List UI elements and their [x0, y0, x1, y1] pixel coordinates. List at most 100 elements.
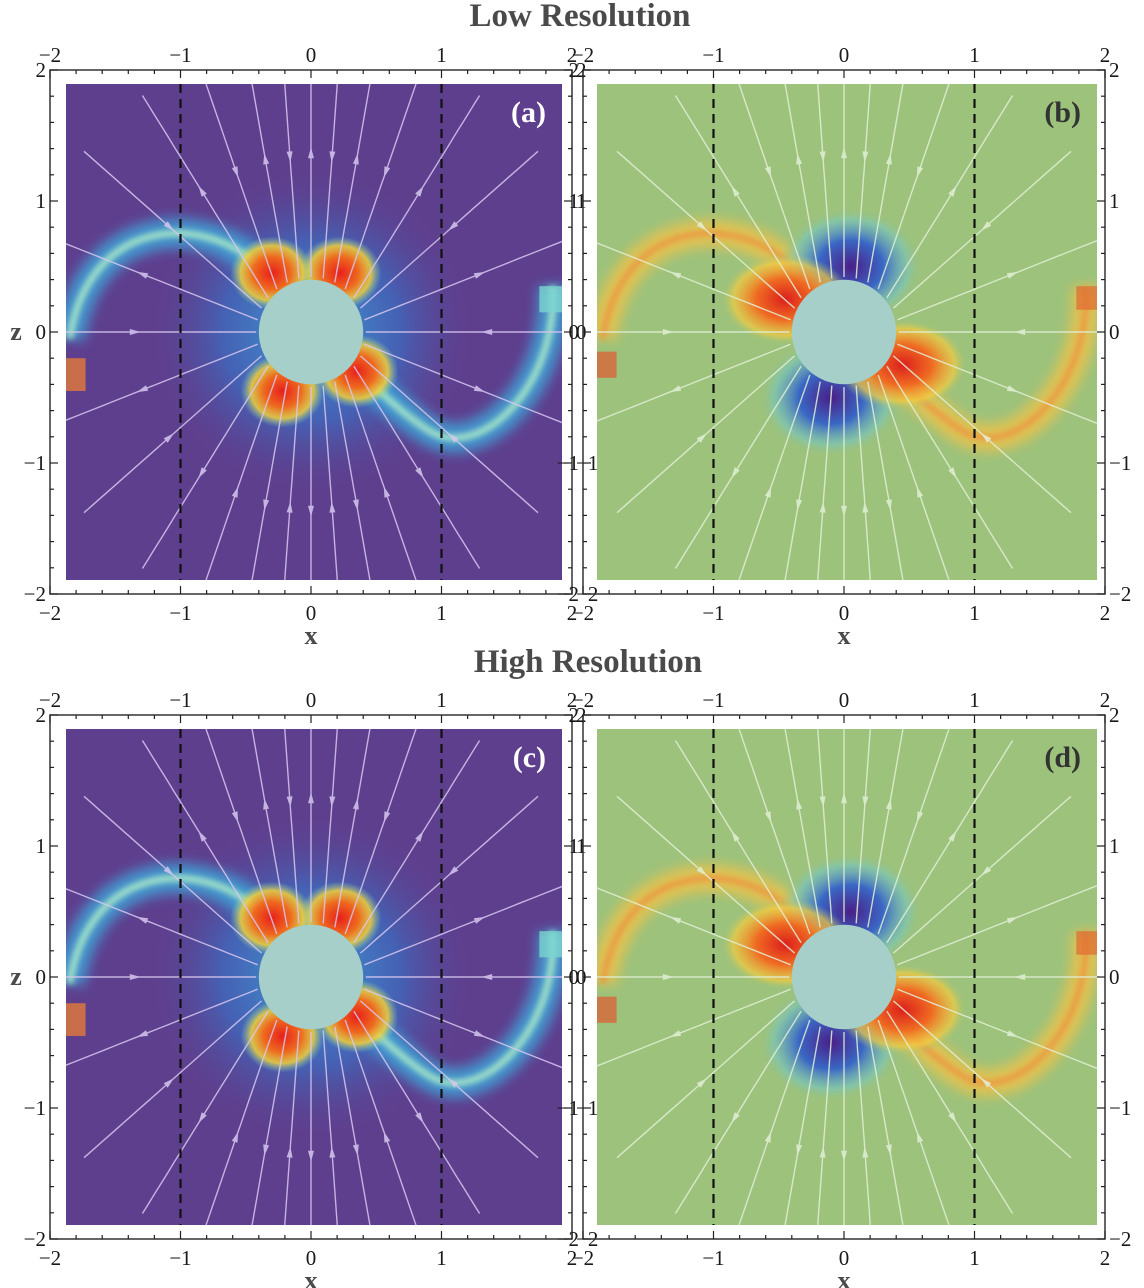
streamline-arrow	[329, 796, 336, 808]
streamlines	[597, 729, 1097, 1225]
y-tick-label: 1	[569, 189, 580, 213]
x-tick-label: −2	[572, 1246, 594, 1270]
streamline-arrow	[948, 1112, 957, 1124]
streamline-arrow	[286, 1146, 293, 1158]
streamline-arrow	[916, 811, 924, 823]
streamline-arrow	[841, 792, 847, 804]
streamline-arrow	[231, 166, 239, 178]
y-tick-label-right: 2	[1109, 703, 1120, 727]
streamline-arrow	[383, 166, 391, 178]
x-tick-label-top: −2	[39, 43, 61, 67]
x-tick-label-top: −2	[572, 688, 594, 712]
streamline-arrow	[263, 499, 270, 511]
streamline	[364, 343, 562, 424]
streamline-arrow	[1006, 271, 1019, 279]
streamline-arrow	[948, 467, 957, 479]
streamline-arrow	[819, 151, 826, 163]
streamline-arrow	[473, 1030, 486, 1038]
y-tick-label-right: −2	[1109, 1227, 1131, 1251]
streamline	[674, 1010, 802, 1214]
x-tick-label: 1	[436, 601, 447, 625]
y-tick-label-right: 2	[576, 58, 587, 82]
edge-feature	[1076, 286, 1097, 310]
streamline-arrow	[231, 811, 239, 823]
streamline	[251, 381, 288, 580]
panel-c-plot	[66, 729, 562, 1225]
streamline-arrow	[916, 1131, 924, 1143]
streamline-arrow	[448, 433, 459, 443]
y-axis-label: z	[10, 317, 22, 346]
streamline-arrow	[696, 433, 707, 443]
row-title-low: Low Resolution	[470, 0, 691, 34]
x-tick-label: −2	[39, 1246, 61, 1270]
streamline-arrow	[731, 830, 740, 842]
streamline-arrow	[796, 153, 803, 165]
streamline-arrow	[819, 1146, 826, 1158]
streamline-arrow	[981, 433, 992, 443]
y-tick-label-right: 1	[1109, 189, 1120, 213]
streamline-arrow	[163, 1078, 174, 1088]
streamline-arrow	[841, 147, 847, 159]
streamline	[66, 243, 258, 321]
y-tick-label: 1	[36, 834, 47, 858]
x-tick-label-top: 0	[306, 688, 317, 712]
streamline	[364, 885, 562, 966]
y-tick-label: −1	[557, 1096, 579, 1120]
streamline-arrow	[129, 329, 141, 335]
streamline	[784, 381, 821, 580]
streamline-arrow	[862, 151, 869, 163]
y-tick-label: 1	[36, 189, 47, 213]
streamline	[867, 381, 904, 580]
central-body	[791, 279, 897, 385]
x-tick-label: 0	[839, 1246, 850, 1270]
streamline-arrow	[136, 916, 149, 924]
streamline-arrow	[329, 151, 336, 163]
streamline	[867, 1026, 904, 1225]
edge-feature	[539, 931, 562, 958]
streamline-arrow	[129, 974, 141, 980]
x-tick-label-top: −2	[39, 688, 61, 712]
x-tick-label: 1	[969, 1246, 980, 1270]
central-body	[791, 924, 897, 1030]
streamline	[66, 888, 258, 966]
x-tick-label-top: 2	[567, 688, 578, 712]
streamline-arrow	[329, 501, 336, 513]
streamline-arrow	[1006, 385, 1019, 393]
y-tick-label: −2	[24, 1227, 46, 1251]
central-body	[258, 924, 364, 1030]
x-tick-label-top: 0	[306, 43, 317, 67]
y-tick-label-right: 0	[576, 965, 587, 989]
streamline-arrow	[481, 329, 493, 335]
streamline-arrow	[308, 505, 314, 517]
streamline	[251, 84, 288, 283]
streamline-arrow	[286, 796, 293, 808]
streamline	[141, 1010, 269, 1214]
panel-label: (b)	[1044, 96, 1081, 129]
streamline	[597, 988, 791, 1067]
streamline	[886, 95, 1014, 299]
streamline-arrow	[308, 1150, 314, 1162]
streamline-arrow	[764, 1131, 772, 1143]
streamline-arrow	[286, 151, 293, 163]
y-tick-label: 2	[36, 703, 47, 727]
streamline-arrow	[819, 501, 826, 513]
x-tick-label: −2	[572, 601, 594, 625]
streamline-arrow	[231, 1131, 239, 1143]
streamline-arrow	[448, 866, 459, 876]
streamline-arrow	[448, 1078, 459, 1088]
streamline-arrow	[764, 486, 772, 498]
streamline-arrow	[696, 1078, 707, 1088]
streamline-arrow	[198, 467, 207, 479]
x-tick-label-top: 1	[436, 43, 447, 67]
panel-label: (a)	[511, 96, 546, 129]
streamline-arrow	[163, 866, 174, 876]
x-tick-label: −1	[702, 1246, 724, 1270]
row-title-high: High Resolution	[474, 644, 702, 680]
y-tick-label-right: −1	[1109, 1096, 1131, 1120]
streamline	[353, 95, 481, 299]
x-tick-label-top: −1	[169, 43, 191, 67]
streamline	[251, 1026, 288, 1225]
streamline-arrow	[948, 185, 957, 197]
y-tick-label: 0	[569, 320, 580, 344]
